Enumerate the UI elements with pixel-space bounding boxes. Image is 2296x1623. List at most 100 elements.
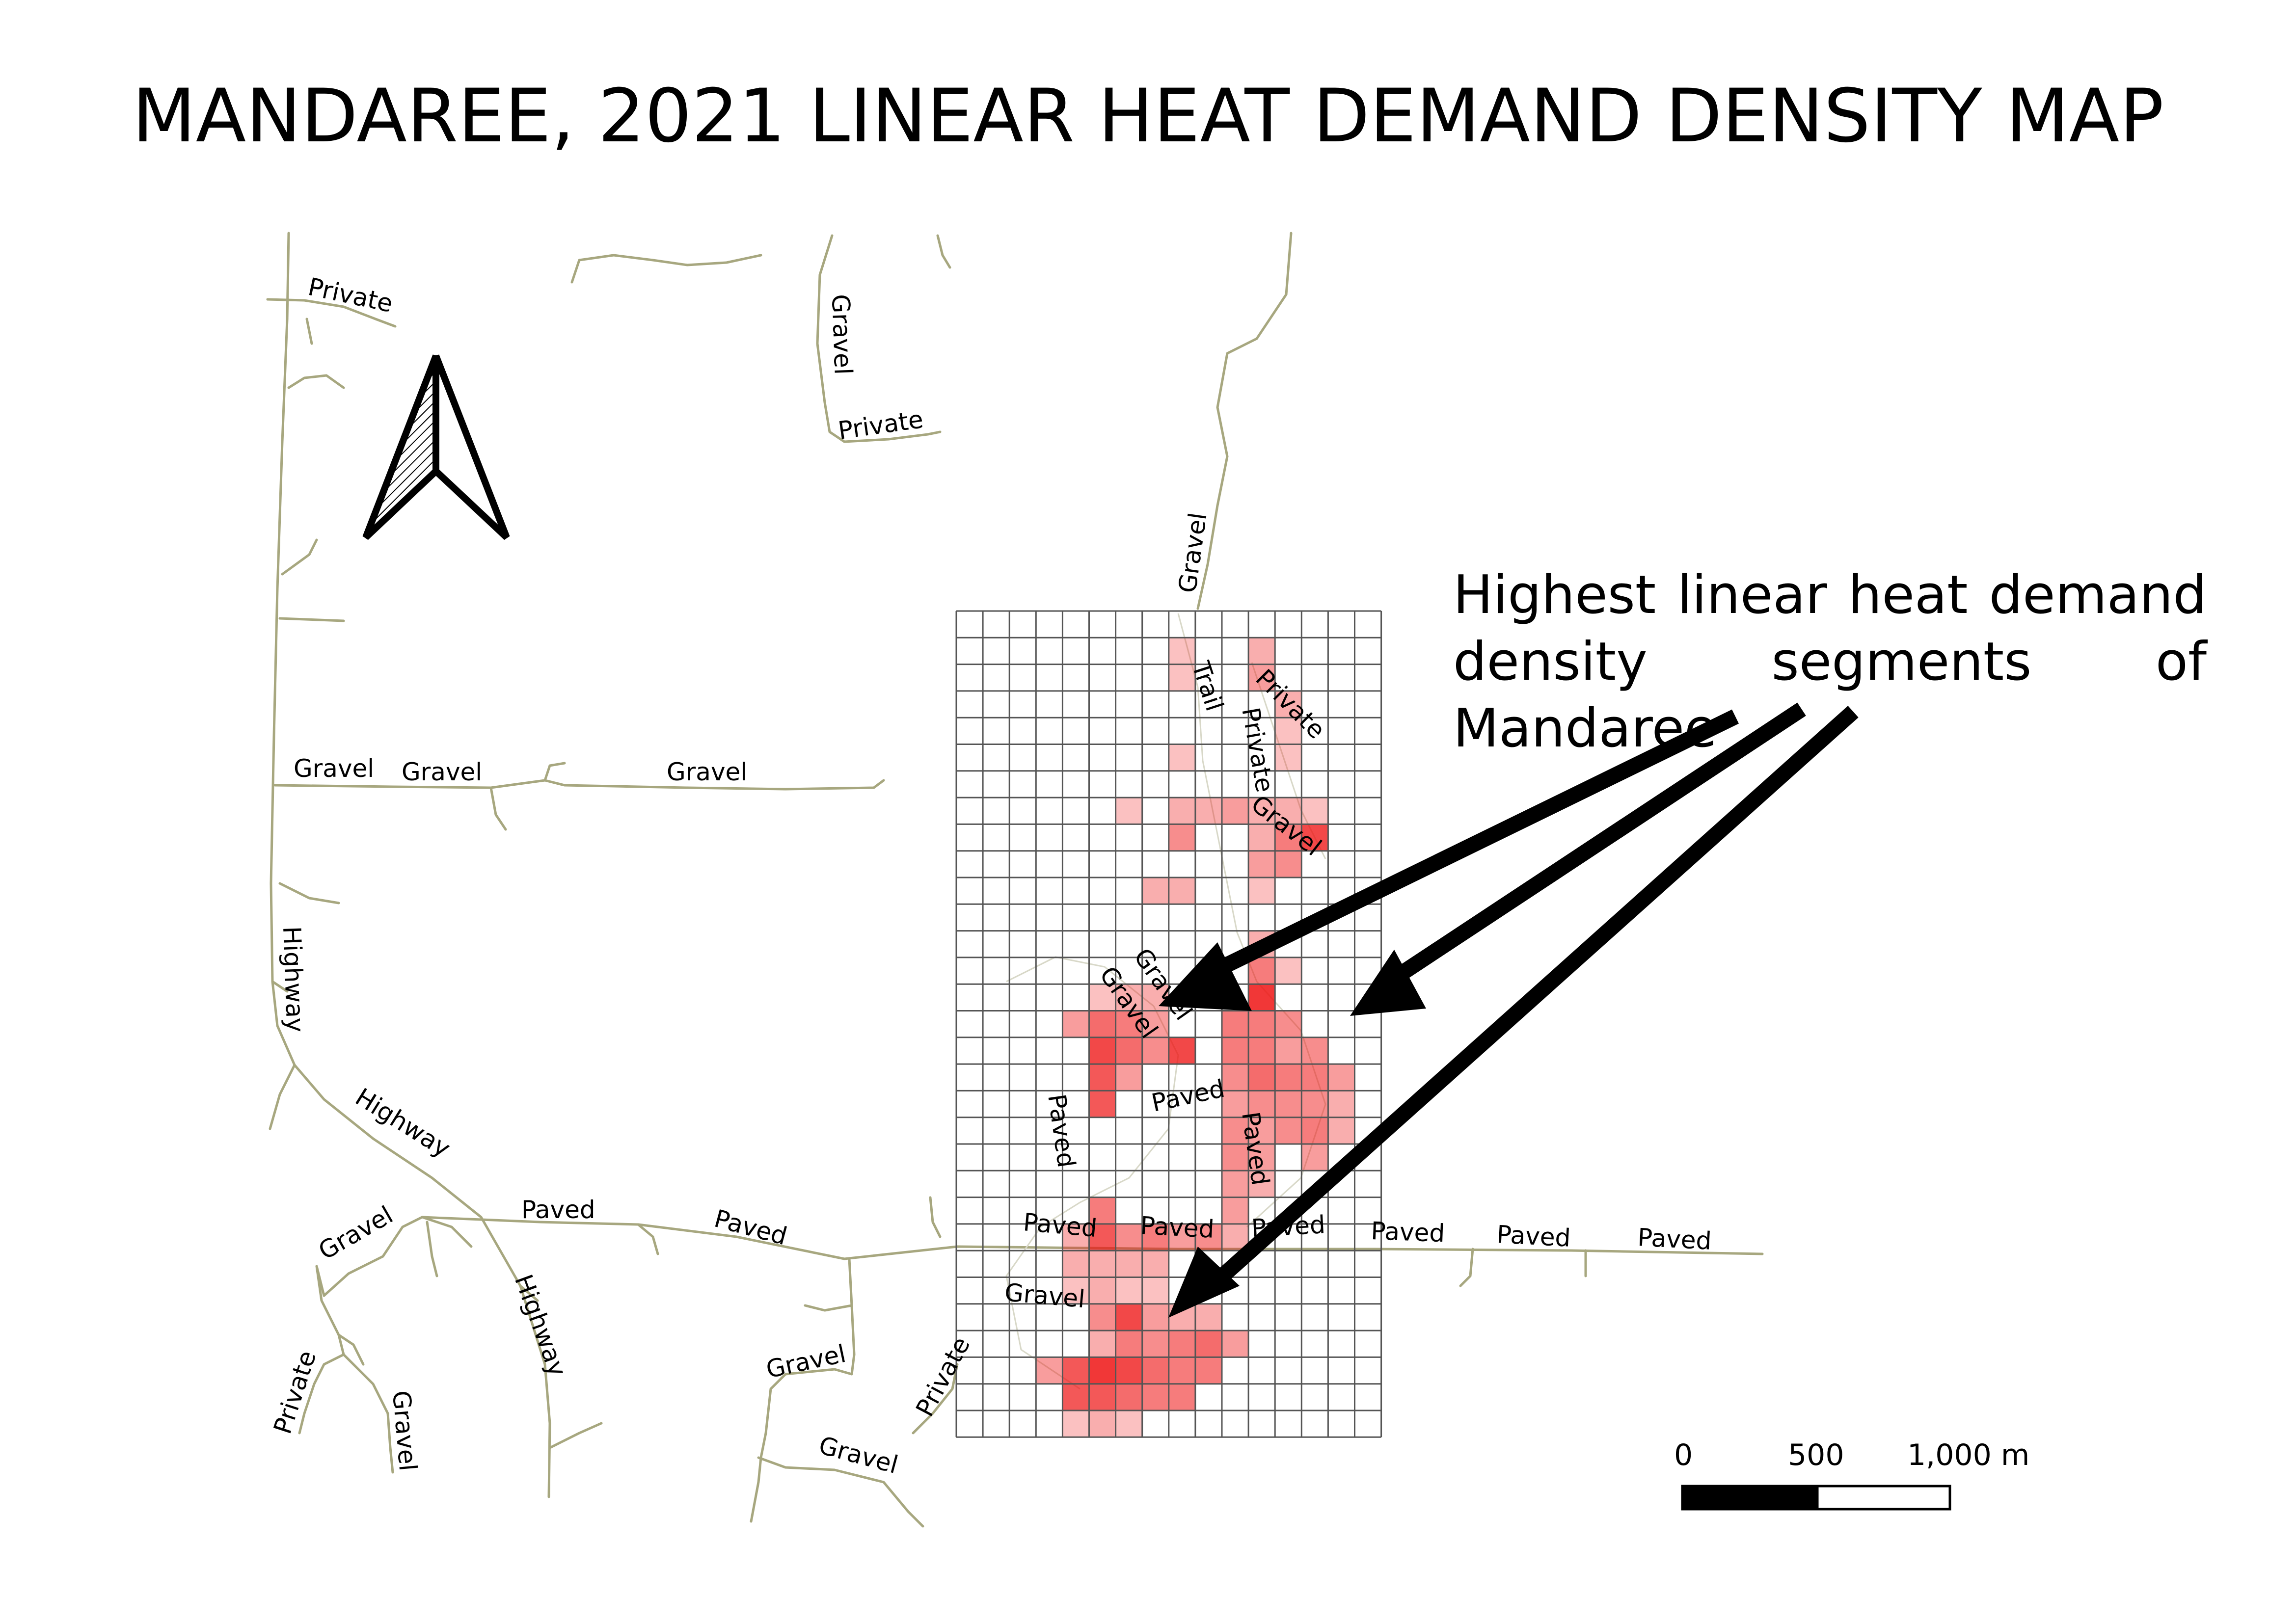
arrow-2-head (1350, 950, 1426, 1016)
heat-density-cell (1115, 1330, 1142, 1357)
heat-density-cell (1248, 1171, 1275, 1197)
heat-density-cell (1195, 1224, 1222, 1251)
heat-density-cell (1036, 1357, 1063, 1384)
heat-density-cell (1275, 824, 1302, 851)
road-gravel-sw-b (426, 1221, 438, 1277)
heat-density-cell (1275, 1064, 1302, 1091)
heat-density-cell (1062, 1384, 1089, 1410)
road-gravel-south-c (757, 1456, 924, 1528)
heat-density-cell (1248, 1144, 1275, 1171)
scale-tick-1000: 1,000 m (1907, 1438, 2029, 1472)
road-gravel-sw-c (298, 1265, 345, 1435)
road-label: Highway (277, 926, 310, 1033)
road-label: Highway (509, 1271, 572, 1380)
scale-tick-500: 500 (1788, 1438, 1844, 1472)
heat-density-cell (1222, 798, 1249, 825)
heat-density-cell (1168, 1037, 1195, 1064)
arrow-1-head (1159, 942, 1252, 1011)
road-label: Gravel (763, 1339, 848, 1384)
road-gravel-sw-e (337, 1333, 365, 1366)
road-gravel-north (816, 234, 942, 443)
heat-density-cell (1089, 984, 1116, 1011)
heat-density-cell (1142, 1330, 1169, 1357)
heat-density-cell (1248, 957, 1275, 984)
heat-density-cell (1115, 798, 1142, 825)
scale-bar: 0 500 1,000 m (1674, 1438, 2029, 1511)
heat-density-cell (1301, 1091, 1328, 1117)
road-label: Paved (1149, 1074, 1227, 1117)
heat-density-cell (1089, 1357, 1116, 1384)
heat-density-cell (1089, 1091, 1116, 1117)
road-label: Paved (1371, 1217, 1446, 1248)
heat-density-cell (1115, 1304, 1142, 1331)
arrow-3-shaft (1217, 706, 1859, 1282)
heat-density-cell (1142, 1277, 1169, 1304)
road-paved-spur2 (929, 1196, 942, 1238)
road-hw-e-spur (519, 1284, 539, 1302)
heat-density-cell (1168, 1384, 1195, 1410)
annotation-arrows (1159, 702, 1859, 1318)
heat-density-cell (1089, 1277, 1116, 1304)
heat-density-cell (1142, 1011, 1169, 1038)
road-labels: Private Gravel Private Gravel Gravel Gra… (268, 272, 1712, 1479)
heat-density-cell (1142, 1037, 1169, 1064)
heat-density-cell (1168, 798, 1195, 825)
heat-density-cell (1275, 1117, 1302, 1144)
scale-tick-0: 0 (1674, 1438, 1693, 1472)
heat-density-cell (1222, 1330, 1249, 1357)
heat-density-cell (1062, 1277, 1089, 1304)
heat-density-cell (1222, 1117, 1249, 1144)
heat-density-cell (1115, 1064, 1142, 1091)
heat-density-cell (1142, 1357, 1169, 1384)
road-label: Gravel (314, 1200, 398, 1265)
road-spur-nw3 (278, 617, 345, 622)
road-label: Gravel (387, 1389, 422, 1472)
heat-density-cell (1301, 1117, 1328, 1144)
heat-density-cell (1248, 638, 1275, 665)
heat-density-cell (1275, 798, 1302, 825)
road-label: Gravel (826, 293, 858, 375)
heat-density-cell (1089, 1251, 1116, 1277)
heat-density-cell (1115, 1011, 1142, 1038)
heat-density-cell (1142, 1224, 1169, 1251)
heat-density-cell (1222, 1011, 1249, 1038)
heat-density-cell (1328, 1117, 1355, 1144)
map-title: MANDAREE, 2021 LINEAR HEAT DEMAND DENSIT… (132, 74, 2164, 159)
heat-density-cell (1275, 851, 1302, 878)
road-spur-nw2 (281, 538, 318, 576)
heat-density-cell (1062, 1251, 1089, 1277)
north-arrow-icon (362, 354, 510, 540)
road-gravel-spur1 (489, 786, 507, 831)
road-gravel-south-b (804, 1304, 853, 1312)
scale-bar-segment-empty (1816, 1485, 1951, 1511)
heat-density-cell (1142, 878, 1169, 905)
heat-density-cell (1301, 1064, 1328, 1091)
heat-density-cell (1328, 1064, 1355, 1091)
heat-density-cell (1248, 1064, 1275, 1091)
road-paved-spur3 (1459, 1248, 1474, 1287)
heat-density-cell (1222, 1171, 1249, 1197)
road-label: Paved (521, 1196, 595, 1224)
heat-density-cell (1168, 1357, 1195, 1384)
road-spur-nw1 (287, 374, 345, 389)
heat-density-cell (1222, 1037, 1249, 1064)
road-label: Private (837, 405, 925, 445)
road-label: Paved (1637, 1223, 1712, 1255)
heat-density-cell (1195, 1330, 1222, 1357)
road-paved-spur1 (637, 1223, 659, 1255)
road-label: Paved (1042, 1092, 1080, 1170)
heat-density-cell (1248, 878, 1275, 905)
road-private-nw (266, 298, 397, 328)
road-label: Gravel (1173, 511, 1212, 595)
heat-density-cell (1115, 1037, 1142, 1064)
heat-density-cell (1168, 664, 1195, 691)
road-gravel-spur3 (278, 882, 340, 905)
road-hw-spur2 (271, 980, 289, 993)
road-gravel-center (1196, 232, 1293, 610)
heat-density-cell (1248, 798, 1275, 825)
road-label: Private (910, 1332, 975, 1421)
road-gravel-north-top (570, 254, 762, 284)
heat-density-cell (1062, 1224, 1089, 1251)
road-spur-nw4 (305, 318, 313, 345)
heat-density-cell (1062, 1011, 1089, 1038)
